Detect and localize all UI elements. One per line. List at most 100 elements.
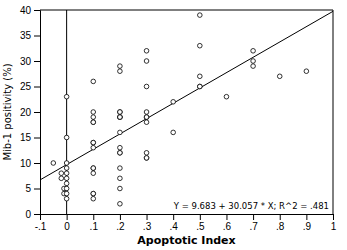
x-axis-line	[41, 215, 334, 221]
y-tick-mark	[34, 214, 40, 215]
x-tick: .6	[223, 214, 232, 232]
point	[198, 13, 203, 18]
x-tick-label: .9	[303, 221, 312, 232]
x-tick-mark	[147, 214, 148, 220]
y-tick-label: 5	[25, 183, 31, 194]
x-tick-label: .6	[223, 221, 232, 232]
point	[198, 84, 203, 89]
x-tick: .7	[249, 214, 258, 232]
y-tick-label: 20	[20, 107, 32, 118]
point	[118, 115, 123, 120]
y-tick: 5	[25, 183, 40, 194]
point	[251, 59, 256, 64]
x-tick: .1	[90, 214, 99, 232]
x-tick-label: 1	[331, 221, 337, 232]
point	[64, 176, 69, 181]
x-tick-label: .8	[276, 221, 285, 232]
point	[64, 166, 69, 171]
point	[198, 43, 203, 48]
y-tick: 25	[20, 81, 40, 92]
point	[144, 156, 149, 161]
x-tick-label: .4	[170, 221, 179, 232]
point	[118, 176, 123, 181]
x-tick-mark	[67, 214, 68, 220]
x-tick: .2	[116, 214, 125, 232]
y-tick-label: 15	[20, 132, 32, 143]
point	[118, 202, 123, 207]
point	[118, 151, 123, 156]
point	[251, 49, 256, 54]
x-tick-label: .7	[249, 221, 258, 232]
y-tick-mark	[34, 61, 40, 62]
y-tick-label: 40	[20, 5, 32, 16]
point	[91, 191, 96, 196]
point	[91, 120, 96, 125]
y-tick-label: 30	[20, 56, 32, 67]
annotation: Y = 9.683 + 30.057 * X; R^2 = .481	[173, 201, 329, 211]
y-axis-title: Mib-1 positivity (%)	[2, 63, 13, 160]
point	[91, 110, 96, 115]
y-axis: 0 5 10 15 20 25 30 35 40	[20, 5, 41, 220]
point	[144, 49, 149, 54]
y-axis-line	[34, 11, 41, 215]
y-tick-mark	[34, 10, 40, 11]
y-tick: 35	[20, 30, 40, 41]
frame	[40, 10, 333, 11]
point	[118, 151, 123, 156]
y-tick-label: 0	[25, 209, 31, 220]
plot-area: -.10.1.2.3.4.5.6.7.8.910510152025303540Y…	[20, 5, 337, 232]
point	[91, 140, 96, 145]
point	[64, 94, 69, 99]
y-tick-mark	[34, 36, 40, 37]
point	[91, 79, 96, 84]
x-tick-label: .2	[116, 221, 125, 232]
x-tick-label: 0	[64, 221, 70, 232]
point	[91, 191, 96, 196]
point	[118, 130, 123, 135]
point	[144, 120, 149, 125]
point	[171, 130, 176, 135]
point	[118, 145, 123, 150]
y-tick: 40	[20, 5, 40, 16]
point	[51, 161, 56, 166]
x-tick-mark	[280, 214, 281, 220]
y-tick-mark	[34, 163, 40, 164]
point	[144, 151, 149, 156]
point	[118, 186, 123, 191]
point	[118, 64, 123, 69]
x-tick-label: .5	[196, 221, 205, 232]
point	[64, 171, 69, 176]
point	[277, 74, 282, 79]
x-tick: .5	[196, 214, 205, 232]
x-tick: .4	[170, 214, 179, 232]
point	[144, 115, 149, 120]
point	[118, 115, 123, 120]
point	[144, 156, 149, 161]
y-tick-label: 10	[20, 158, 32, 169]
point	[118, 166, 123, 171]
point	[198, 84, 203, 89]
x-axis-title: Apoptotic Index	[137, 234, 235, 247]
frame	[333, 10, 334, 214]
point	[118, 115, 123, 120]
x-axis: -.1 0 .1 .2 .3 .4 .5 .6 .7 .8 .9 1	[35, 214, 337, 232]
point	[64, 135, 69, 140]
point	[64, 181, 69, 186]
x-tick: -.1	[35, 214, 47, 232]
x-tick-mark	[200, 214, 201, 220]
x-tick: .9	[303, 214, 312, 232]
point	[144, 59, 149, 64]
point	[64, 186, 69, 191]
x-tick-label: .3	[143, 221, 152, 232]
y-tick-mark	[34, 138, 40, 139]
x-tick-mark	[93, 214, 94, 220]
x-tick: 1	[331, 214, 337, 232]
point	[59, 176, 64, 181]
point	[91, 171, 96, 176]
y-tick-label: 35	[20, 30, 32, 41]
x-tick-mark	[226, 214, 227, 220]
point	[171, 100, 176, 105]
x-tick-mark	[120, 214, 121, 220]
point	[91, 196, 96, 201]
x-tick-mark	[173, 214, 174, 220]
